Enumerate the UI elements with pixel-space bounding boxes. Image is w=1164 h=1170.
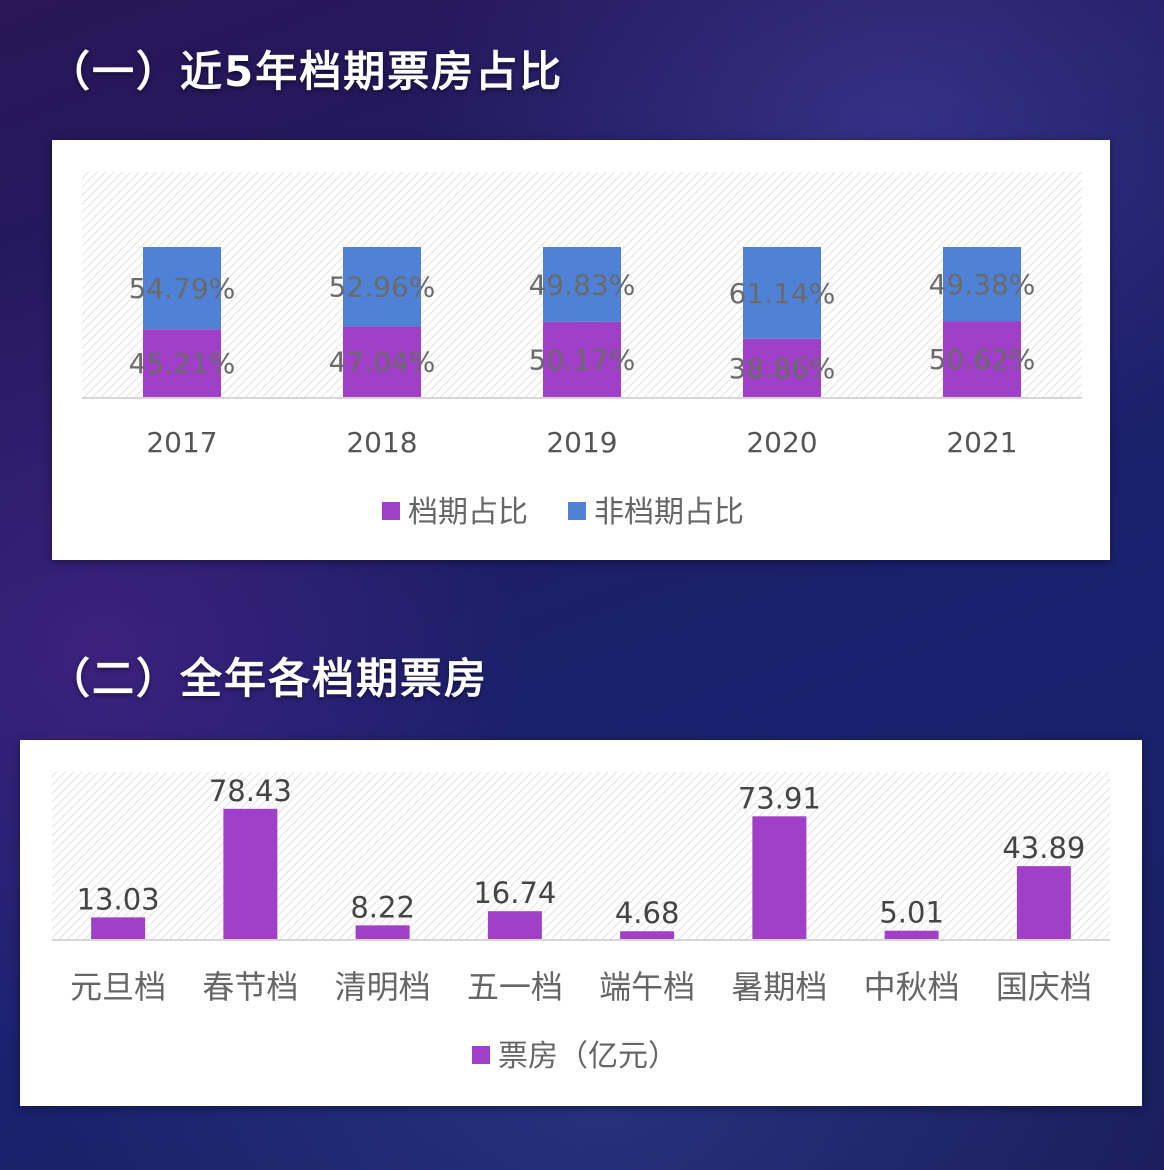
chart2-data-label: 8.22 <box>350 890 415 924</box>
chart2-x-tick-label: 元旦档 <box>70 968 166 1006</box>
chart1-bar-in-season-2020 <box>743 338 821 397</box>
chart2-data-label: 5.01 <box>879 896 944 930</box>
chart1-data-label: 50.17% <box>529 343 636 376</box>
chart1-bar-off-season-2018 <box>343 247 421 327</box>
chart1-svg: 45.21% 54.79% 47.04% 52.96% 50.17% 49.83% 38.8… <box>82 172 1082 530</box>
chart2-legend-label: 票房（亿元） <box>498 1039 678 1074</box>
chart1-legend-swatch <box>382 502 400 520</box>
chart1-x-tick-label: 2019 <box>546 426 617 459</box>
chart1-legend-swatch <box>568 502 586 520</box>
chart1-bar-in-season-2017 <box>143 329 221 397</box>
chart1-x-tick-label: 2021 <box>946 426 1017 459</box>
chart1-data-label: 38.86% <box>729 352 836 385</box>
chart1-x-tick-label: 2017 <box>146 426 217 459</box>
chart2-panel: 13.03 78.43 8.22 16.74 4.68 73.91 5.01 43.89 元旦… <box>20 740 1142 1106</box>
chart2-x-tick-label: 国庆档 <box>996 968 1092 1006</box>
chart2-bar-暑期档 <box>752 816 807 939</box>
chart2-bar-端午档 <box>620 931 675 939</box>
chart1-legend-label: 档期占比 <box>408 495 528 530</box>
chart1-x-tick-label: 2020 <box>746 426 817 459</box>
chart1-data-label: 61.14% <box>729 277 836 310</box>
chart2-data-label: 78.43 <box>209 774 292 808</box>
chart2-x-tick-label: 清明档 <box>335 968 431 1006</box>
chart1-x-tick-label: 2018 <box>346 426 417 459</box>
chart1-bar-in-season-2019 <box>543 321 621 397</box>
chart1-bar-off-season-2020 <box>743 247 821 339</box>
chart1-data-label: 45.21% <box>129 347 236 380</box>
chart2-bar-元旦档 <box>91 917 146 939</box>
chart1-data-label: 49.83% <box>529 268 636 301</box>
section2-title: （二）全年各档期票房 <box>48 654 489 703</box>
chart1-data-label: 52.96% <box>329 271 436 304</box>
chart2-x-tick-label: 春节档 <box>202 968 298 1006</box>
chart1-data-label: 49.38% <box>929 268 1036 301</box>
chart2-data-label: 4.68 <box>615 896 680 930</box>
chart1-bar-in-season-2021 <box>943 321 1021 397</box>
chart2-bar-清明档 <box>355 925 410 939</box>
chart2-legend-swatch <box>472 1046 490 1064</box>
chart1-data-label: 50.62% <box>929 343 1036 376</box>
chart2-data-label: 13.03 <box>77 882 160 916</box>
section1-title: （一）近5年档期票房占比 <box>48 47 564 96</box>
chart1-legend-label: 非档期占比 <box>594 495 744 530</box>
chart2-bar-中秋档 <box>884 930 939 939</box>
chart2-x-tick-label: 端午档 <box>599 968 695 1006</box>
chart1-panel: 45.21% 54.79% 47.04% 52.96% 50.17% 49.83% 38.8… <box>52 140 1110 560</box>
chart2-x-tick-label: 暑期档 <box>731 968 827 1006</box>
chart2-bar-国庆档 <box>1016 866 1071 939</box>
chart1-data-label: 54.79% <box>129 272 236 305</box>
chart2-bar-五一档 <box>487 911 542 939</box>
chart2-x-tick-label: 中秋档 <box>864 968 960 1006</box>
chart2-bar-春节档 <box>223 808 278 939</box>
chart2-data-label: 16.74 <box>473 876 556 910</box>
chart1-bar-off-season-2021 <box>943 247 1021 322</box>
chart2-data-label: 73.91 <box>738 781 821 815</box>
chart2-data-label: 43.89 <box>1002 831 1085 865</box>
chart1-bar-in-season-2018 <box>343 326 421 397</box>
chart1-data-label: 47.04% <box>329 346 436 379</box>
chart1-bar-off-season-2017 <box>143 247 221 330</box>
chart1-bar-off-season-2019 <box>543 247 621 322</box>
chart2-x-tick-label: 五一档 <box>467 968 563 1006</box>
chart2-svg: 13.03 78.43 8.22 16.74 4.68 73.91 5.01 43.89 元旦… <box>52 772 1110 1074</box>
